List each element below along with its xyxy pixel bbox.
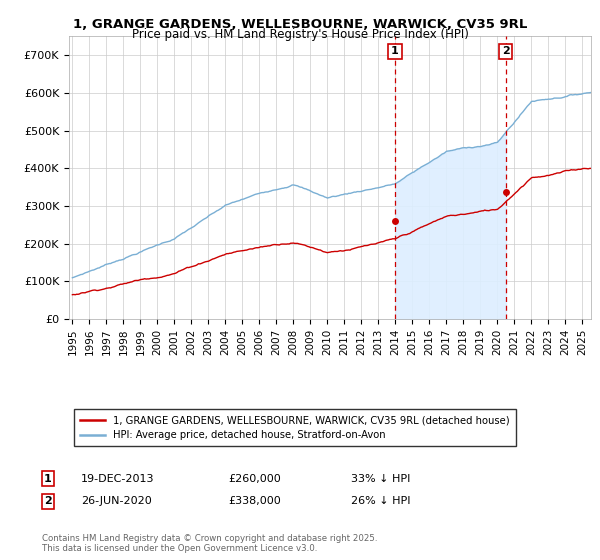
Legend: 1, GRANGE GARDENS, WELLESBOURNE, WARWICK, CV35 9RL (detached house), HPI: Averag: 1, GRANGE GARDENS, WELLESBOURNE, WARWICK…	[74, 409, 515, 446]
Text: £260,000: £260,000	[228, 474, 281, 484]
Text: 26% ↓ HPI: 26% ↓ HPI	[351, 496, 410, 506]
Text: 19-DEC-2013: 19-DEC-2013	[81, 474, 155, 484]
Text: 2: 2	[502, 46, 509, 57]
Text: 1: 1	[44, 474, 52, 484]
Text: 33% ↓ HPI: 33% ↓ HPI	[351, 474, 410, 484]
Text: £338,000: £338,000	[228, 496, 281, 506]
Text: 26-JUN-2020: 26-JUN-2020	[81, 496, 152, 506]
Text: Contains HM Land Registry data © Crown copyright and database right 2025.
This d: Contains HM Land Registry data © Crown c…	[42, 534, 377, 553]
Text: Price paid vs. HM Land Registry's House Price Index (HPI): Price paid vs. HM Land Registry's House …	[131, 28, 469, 41]
Text: 1, GRANGE GARDENS, WELLESBOURNE, WARWICK, CV35 9RL: 1, GRANGE GARDENS, WELLESBOURNE, WARWICK…	[73, 18, 527, 31]
Text: 2: 2	[44, 496, 52, 506]
Text: 1: 1	[391, 46, 399, 57]
